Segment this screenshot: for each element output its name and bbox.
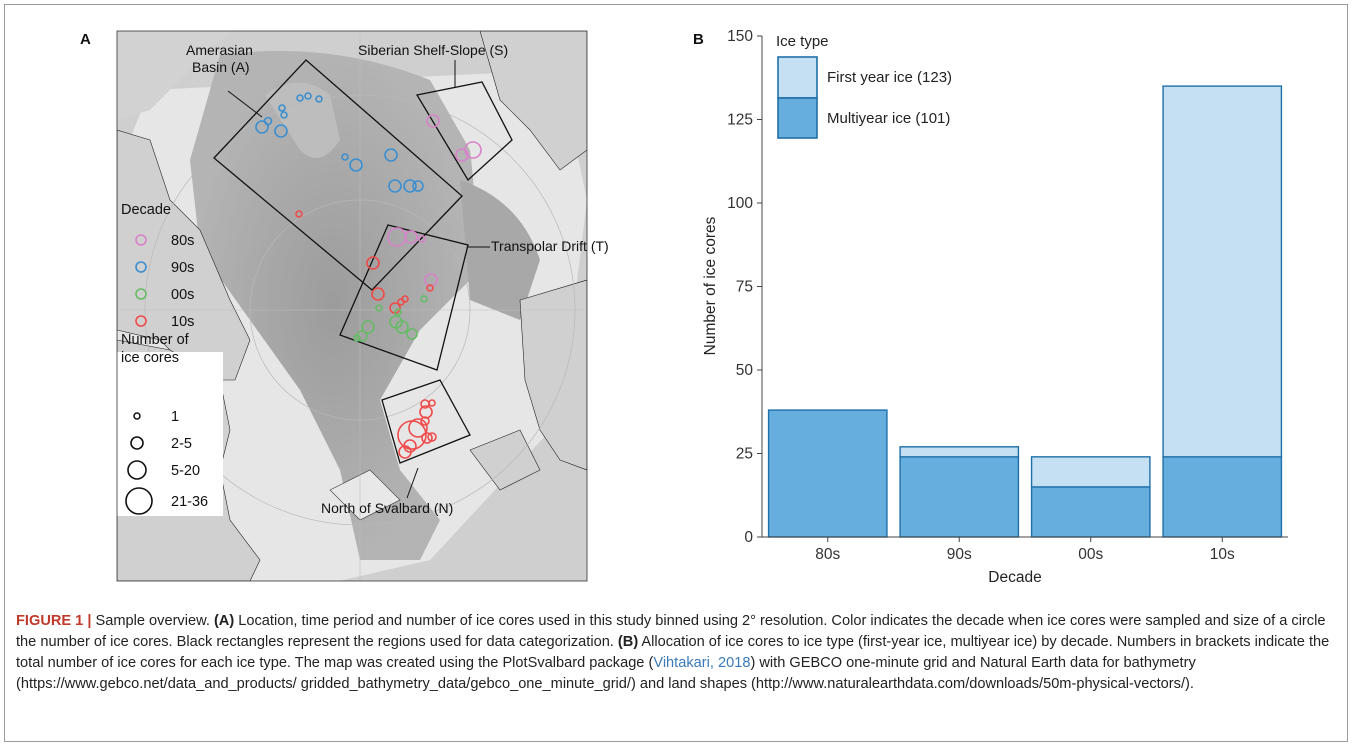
- legend-title: Ice type: [776, 33, 829, 50]
- leader-svalbard: [406, 467, 419, 499]
- caption-figure-label: FIGURE 1 |: [16, 613, 92, 629]
- x-ticks: 80s 90s 00s 10s: [815, 537, 1235, 563]
- leader-amerasian: [227, 90, 263, 118]
- x-tick-label-00s: 00s: [1078, 546, 1103, 563]
- caption-part-a-text: Location, time period and number of ice …: [16, 613, 1326, 650]
- bar-80s-multiyear: [767, 409, 888, 538]
- region-label-amerasian-2: Basin (A): [192, 59, 250, 75]
- y-tick-label-75: 75: [736, 279, 753, 296]
- y-tick-label-150: 150: [727, 28, 753, 45]
- legend-swatch-80s: [135, 234, 147, 246]
- samples-00s: [353, 295, 428, 342]
- x-tick-label-10s: 10s: [1210, 546, 1235, 563]
- size-label-2: 2-5: [171, 436, 192, 452]
- legend-label-first-year: First year ice (123): [827, 69, 952, 86]
- bars-layer: [767, 85, 1283, 538]
- legend-swatch-90s: [135, 261, 147, 273]
- size-label-3: 5-20: [171, 463, 200, 479]
- bar-chart-panel: B 0 25 50 75 100 125 150 80s 90s 00s 10s Decade N…: [693, 28, 1288, 586]
- size-label-1: 1: [171, 409, 179, 425]
- region-rect-svalbard: [381, 379, 471, 464]
- samples-90s: [255, 92, 424, 193]
- decade-legend-title: Decade: [121, 202, 171, 218]
- size-label-4: 21-36: [171, 494, 208, 510]
- y-tick-label-100: 100: [727, 195, 753, 212]
- bar-00s-first-year: [1030, 456, 1151, 488]
- region-rect-transpolar: [339, 224, 469, 371]
- region-rect-amerasian: [213, 59, 463, 291]
- caption-part-a-label: (A): [213, 613, 235, 629]
- caption-part-b-text: Allocation of ice cores to ice type (fir…: [16, 634, 1330, 671]
- decade-legend-10s: 10s: [135, 314, 194, 330]
- caption-part-b-label: (B): [617, 634, 639, 650]
- decade-legend-80s: 80s: [135, 233, 194, 249]
- region-label-svalbard: North of Svalbard (N): [321, 500, 453, 516]
- region-label-transpolar: Transpolar Drift (T): [491, 238, 609, 254]
- bar-90s-first-year: [899, 446, 1020, 458]
- size-swatch-2: [130, 436, 144, 450]
- y-tick-label-50: 50: [736, 362, 754, 379]
- bar-90s-multiyear: [899, 456, 1020, 538]
- figure-caption: FIGURE 1 | Sample overview. (A) Location…: [16, 611, 1338, 695]
- x-tick-label-90s: 90s: [947, 546, 972, 563]
- size-swatch-3: [127, 460, 147, 480]
- size-legend-title-1: Number of: [121, 332, 190, 348]
- legend-swatch-first-year: [777, 56, 818, 99]
- legend-swatch-00s: [135, 288, 147, 300]
- decade-legend-90s: 90s: [135, 260, 194, 276]
- caption-title: Sample overview.: [91, 613, 214, 629]
- region-rect-siberian: [415, 81, 513, 182]
- samples-80s: [387, 114, 482, 287]
- caption-citation-link[interactable]: Vihtakari, 2018: [653, 655, 751, 671]
- map-image: [117, 31, 587, 581]
- caption-tail-text: ) with GEBCO one-minute grid and Natural…: [16, 655, 1196, 692]
- panel-label-a: A: [80, 31, 91, 48]
- bar-10s-first-year: [1162, 85, 1283, 458]
- bar-10s-multiyear: [1162, 456, 1283, 538]
- legend-label-90s: 90s: [171, 260, 194, 276]
- panel-label-b: B: [693, 31, 704, 48]
- decade-legend-00s: 00s: [135, 287, 194, 303]
- legend-label-80s: 80s: [171, 233, 194, 249]
- y-tick-label-0: 0: [744, 529, 753, 546]
- figure-frame: [4, 4, 1348, 742]
- legend-label-multiyear: Multiyear ice (101): [827, 110, 950, 127]
- y-tick-label-125: 125: [727, 112, 753, 129]
- size-legend-title-2: ice cores: [121, 350, 179, 366]
- size-swatch-4: [125, 487, 153, 515]
- x-axis-label: Decade: [988, 569, 1041, 586]
- region-label-amerasian-1: Amerasian: [186, 42, 253, 58]
- figure-graphics: A: [80, 28, 1288, 586]
- legend-swatch-10s: [135, 315, 147, 327]
- y-axis-label: Number of ice cores: [702, 216, 719, 355]
- size-swatch-1: [133, 412, 141, 420]
- bar-00s-multiyear: [1030, 486, 1151, 538]
- x-tick-label-80s: 80s: [815, 546, 840, 563]
- legend-label-00s: 00s: [171, 287, 194, 303]
- y-tick-label-25: 25: [736, 446, 753, 463]
- legend-swatch-multiyear: [777, 97, 818, 139]
- region-label-siberian: Siberian Shelf-Slope (S): [358, 42, 508, 58]
- map-panel: A: [80, 30, 609, 582]
- y-ticks: 0 25 50 75 100 125 150: [727, 28, 762, 546]
- legend-label-10s: 10s: [171, 314, 194, 330]
